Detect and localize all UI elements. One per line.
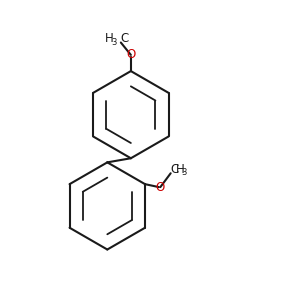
Text: H: H	[176, 163, 185, 176]
Text: C: C	[171, 163, 179, 176]
Text: 3: 3	[112, 38, 117, 47]
Text: O: O	[126, 48, 136, 62]
Text: O: O	[156, 181, 165, 194]
Text: C: C	[120, 32, 128, 45]
Text: H: H	[104, 32, 113, 45]
Text: 3: 3	[182, 169, 187, 178]
